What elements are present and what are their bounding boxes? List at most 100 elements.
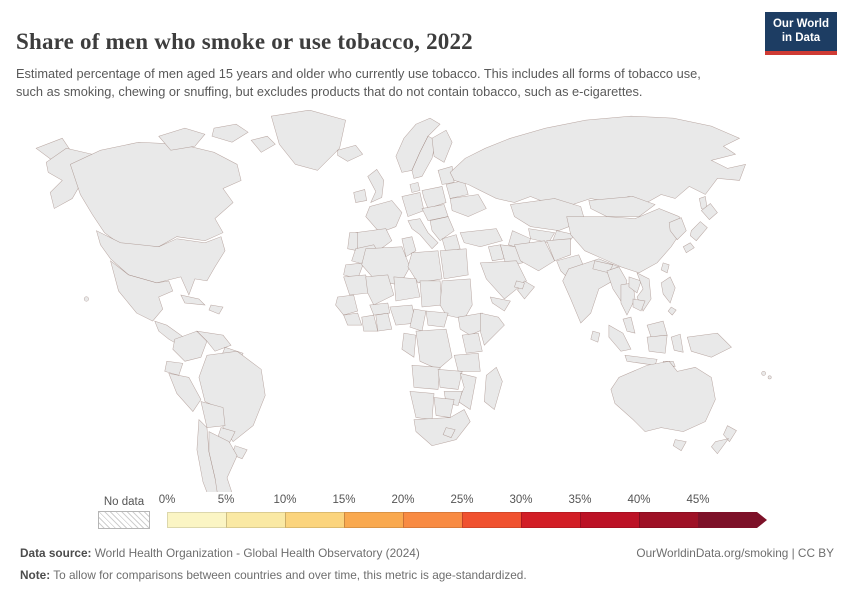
region-kenya[interactable] bbox=[461, 332, 483, 354]
region-ivory-coast[interactable] bbox=[361, 314, 379, 332]
region-greenland[interactable] bbox=[270, 109, 346, 171]
region-korea[interactable] bbox=[668, 217, 687, 241]
legend-bin-25–30%[interactable] bbox=[462, 512, 521, 528]
region-sri-lanka[interactable] bbox=[590, 330, 601, 343]
region-indonesia[interactable] bbox=[608, 324, 632, 352]
region-tunisia[interactable] bbox=[401, 236, 417, 258]
region-india[interactable] bbox=[562, 258, 620, 324]
region-ecuador[interactable] bbox=[164, 361, 184, 376]
legend-bin-40–45%[interactable] bbox=[639, 512, 698, 528]
region-new-zealand[interactable] bbox=[723, 425, 737, 443]
region-namibia[interactable] bbox=[409, 391, 435, 420]
region-iceland[interactable] bbox=[337, 144, 364, 162]
region-tasmania[interactable] bbox=[672, 439, 687, 452]
region-new-guinea[interactable] bbox=[686, 332, 732, 358]
region-afghanistan[interactable] bbox=[546, 238, 571, 262]
region-philippines[interactable] bbox=[667, 306, 677, 316]
region-hawaii[interactable] bbox=[83, 296, 89, 302]
region-brazil[interactable] bbox=[198, 350, 266, 443]
footer-link[interactable]: OurWorldinData.org/smoking | CC BY bbox=[636, 546, 834, 560]
legend-no-data[interactable]: No data bbox=[98, 496, 150, 529]
region-mozambique[interactable] bbox=[457, 372, 477, 410]
region-venezuela[interactable] bbox=[196, 330, 232, 352]
region-finland[interactable] bbox=[431, 129, 453, 163]
region-arctic-islands[interactable] bbox=[158, 127, 206, 151]
region-fiji[interactable] bbox=[767, 375, 772, 380]
region-bolivia[interactable] bbox=[200, 401, 226, 428]
legend-no-data-swatch[interactable] bbox=[98, 511, 150, 529]
legend-bin-45%+[interactable] bbox=[698, 512, 767, 528]
region-malaysia[interactable] bbox=[646, 320, 668, 338]
region-indonesia[interactable] bbox=[670, 333, 684, 353]
region-arctic-islands[interactable] bbox=[250, 135, 276, 153]
region-indonesia[interactable] bbox=[624, 354, 658, 366]
region-cuba[interactable] bbox=[180, 294, 206, 306]
legend-bin-20–25%[interactable] bbox=[403, 512, 462, 528]
region-indonesia[interactable] bbox=[646, 334, 668, 354]
region-mali[interactable] bbox=[365, 274, 395, 306]
region-japan[interactable] bbox=[700, 203, 718, 220]
region-germany[interactable] bbox=[401, 192, 425, 217]
region-peru[interactable] bbox=[168, 373, 202, 412]
region-drc[interactable] bbox=[415, 328, 453, 370]
region-laos[interactable] bbox=[628, 276, 642, 294]
region-uae[interactable] bbox=[514, 280, 525, 290]
region-canada[interactable] bbox=[69, 141, 242, 247]
region-egypt[interactable] bbox=[439, 248, 469, 280]
region-japan[interactable] bbox=[689, 221, 708, 242]
region-mongolia[interactable] bbox=[588, 196, 656, 217]
region-usa[interactable] bbox=[96, 230, 226, 296]
region-philippines[interactable] bbox=[660, 276, 676, 304]
region-new-zealand[interactable] bbox=[711, 438, 730, 455]
region-somalia[interactable] bbox=[480, 312, 505, 346]
region-zambia[interactable] bbox=[437, 369, 463, 390]
legend-bin-10–15%[interactable] bbox=[285, 512, 344, 528]
region-saudi[interactable] bbox=[479, 260, 527, 300]
region-denmark[interactable] bbox=[409, 182, 421, 193]
region-malaysia[interactable] bbox=[622, 316, 636, 334]
region-ghana[interactable] bbox=[375, 312, 393, 332]
region-botswana[interactable] bbox=[433, 397, 455, 418]
region-central-african-republic[interactable] bbox=[425, 310, 449, 328]
region-russia[interactable] bbox=[449, 115, 746, 205]
region-uk[interactable] bbox=[367, 169, 385, 204]
region-burkina[interactable] bbox=[369, 302, 391, 316]
region-france[interactable] bbox=[365, 200, 403, 233]
region-guinea-group[interactable] bbox=[343, 312, 363, 326]
region-china[interactable] bbox=[566, 208, 684, 274]
region-cambodia[interactable] bbox=[632, 298, 646, 312]
region-yemen[interactable] bbox=[489, 296, 511, 312]
region-mexico[interactable] bbox=[110, 260, 174, 322]
region-australia[interactable] bbox=[610, 361, 716, 432]
region-balkans[interactable] bbox=[429, 216, 455, 242]
region-norway[interactable] bbox=[395, 117, 441, 173]
region-angola[interactable] bbox=[411, 365, 441, 390]
region-congo-gabon[interactable] bbox=[401, 332, 417, 358]
region-hispaniola[interactable] bbox=[208, 304, 224, 315]
legend-bin-30–35%[interactable] bbox=[521, 512, 580, 528]
region-tanzania[interactable] bbox=[453, 352, 481, 372]
region-lesotho[interactable] bbox=[442, 427, 456, 438]
region-chad[interactable] bbox=[419, 280, 443, 308]
legend-bin-35–40%[interactable] bbox=[580, 512, 639, 528]
region-senegal[interactable] bbox=[335, 294, 358, 316]
region-madagascar[interactable] bbox=[484, 366, 503, 410]
region-taiwan[interactable] bbox=[660, 262, 670, 274]
region-greece[interactable] bbox=[441, 234, 461, 254]
region-turkey[interactable] bbox=[459, 228, 503, 247]
legend-bin-0–5%[interactable] bbox=[167, 512, 226, 528]
legend-bin-15–20%[interactable] bbox=[344, 512, 403, 528]
region-south-africa[interactable] bbox=[413, 409, 471, 446]
owid-logo[interactable]: Our World in Data bbox=[765, 12, 837, 55]
region-italy[interactable] bbox=[407, 218, 439, 250]
region-arctic-islands[interactable] bbox=[211, 123, 249, 143]
region-libya[interactable] bbox=[407, 250, 443, 284]
region-niger[interactable] bbox=[393, 276, 421, 302]
region-baltics[interactable] bbox=[437, 166, 455, 185]
region-fiji[interactable] bbox=[761, 371, 766, 376]
region-japan[interactable] bbox=[682, 242, 695, 254]
region-ireland[interactable] bbox=[353, 189, 368, 203]
region-iran[interactable] bbox=[514, 240, 555, 272]
region-ukraine[interactable] bbox=[449, 194, 487, 217]
region-belarus[interactable] bbox=[445, 180, 469, 199]
